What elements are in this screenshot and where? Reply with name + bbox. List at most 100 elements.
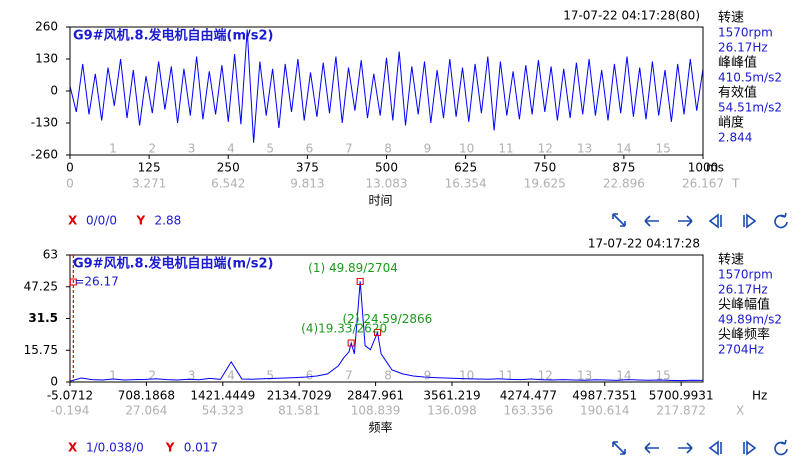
info-label: 峭度 [718,115,744,131]
info-value: 1570rpm [718,268,773,282]
right-button[interactable] [678,215,693,227]
x-tick-label: 1000 [688,161,719,175]
period-marker: 8 [384,369,392,383]
x2-tick-label: 22.896 [603,177,645,191]
y-tick-label: 15.75 [24,343,58,357]
plot-frame [69,26,704,156]
period-marker: 1 [109,369,117,383]
readout-x-value: 0/0/0 [86,214,117,228]
x2-tick-label: 3.271 [132,177,166,191]
info-value: 2704Hz [718,343,764,357]
y-tick-label: 0 [50,375,58,389]
cursor-label: =26.17 [74,275,118,289]
x2-unit: X [736,404,744,418]
period-marker: 3 [188,142,196,156]
y-tick-label: -130 [31,116,58,130]
info-value: 54.51m/s2 [718,101,782,115]
readout-y-name: Y [136,214,146,228]
toolbar-top [612,212,788,229]
info-value: 26.17Hz [718,41,768,55]
step-right-button[interactable] [743,440,757,456]
period-marker: 11 [498,369,513,383]
x2-tick-label: -0.194 [51,404,90,418]
info-label: 转速 [718,253,744,268]
zoom-button[interactable] [612,213,626,227]
y-tick-label: 130 [35,52,58,66]
toolbar-bottom [612,439,788,456]
period-marker: 5 [266,142,274,156]
info-value: 49.89m/s2 [718,313,782,327]
x2-tick-label: 27.064 [125,404,167,418]
info-value: 1570rpm [718,26,773,40]
x2-tick-label: 6.542 [211,177,245,191]
step-left-button[interactable] [708,213,722,229]
y-tick-label: 260 [35,20,58,34]
x-tick-label: 3561.219 [423,389,480,403]
peak-annotation: (1) 49.89/2704 [308,261,398,275]
info-label: 峰峰值 [718,55,757,71]
peak-marker [356,277,364,285]
x-tick-label: 708.1868 [118,389,175,403]
period-marker: 9 [424,142,432,156]
x-tick-label: 4274.477 [500,389,557,403]
readout-y-value: 0.017 [184,441,218,455]
timestamp: 17-07-22 04:17:28 [588,237,700,251]
readout-x-name: X [68,441,78,455]
x2-tick-label: 19.625 [524,177,566,191]
readout-x-name: X [68,214,78,228]
x2-tick-label: 108.839 [351,404,401,418]
x2-tick-label: 26.167 [682,177,724,191]
period-marker: 9 [424,369,432,383]
zoom-button[interactable] [612,441,626,455]
period-marker: 4 [227,369,235,383]
x2-tick-label: 9.813 [290,177,324,191]
info-label: 有效值 [718,85,757,101]
period-marker: 1 [109,142,117,156]
period-marker: 3 [188,369,196,383]
refresh-button[interactable] [774,439,788,456]
step-left-button[interactable] [708,440,722,456]
x-tick-label: 4987.7351 [572,389,637,403]
peak-annotation: (4)19.33/2620 [301,322,387,336]
period-marker: 10 [459,142,474,156]
chart-title: G9#风机.8.发电机自由端(m/s2) [73,28,274,44]
period-marker: 11 [498,142,513,156]
period-marker: 12 [538,142,553,156]
x2-unit: T [731,177,740,191]
x2-tick-label: 163.356 [504,404,554,418]
refresh-button[interactable] [774,212,788,229]
x-tick-label: 250 [217,161,240,175]
left-button[interactable] [644,215,659,227]
x2-tick-label: 217.872 [656,404,706,418]
x2-tick-label: 81.581 [278,404,320,418]
x2-tick-label: 13.083 [365,177,407,191]
period-marker: 6 [306,142,314,156]
y-tick-label: 47.25 [24,279,58,293]
x2-tick-label: 0 [66,177,74,191]
readout-y-value: 2.88 [155,214,182,228]
y-tick-label: 31.5 [28,311,58,325]
period-marker: 13 [577,142,592,156]
period-marker: 5 [266,369,274,383]
x-tick-label: 750 [533,161,556,175]
x-tick-label: 375 [296,161,319,175]
chart-title: G9#风机.8.发电机自由端(m/s2) [73,256,274,272]
x-tick-label: 500 [375,161,398,175]
period-marker: 10 [459,369,474,383]
timestamp: 17-07-22 04:17:28(80) [563,9,700,23]
step-right-button[interactable] [743,213,757,229]
y-tick-label: 63 [43,248,58,262]
readout-y-name: Y [165,441,175,455]
period-marker: 7 [345,369,353,383]
left-button[interactable] [644,442,659,454]
signal-line [69,29,704,143]
info-value: 410.5m/s2 [718,71,782,85]
x-tick-label: 125 [138,161,161,175]
right-button[interactable] [678,442,693,454]
period-marker: 12 [538,369,553,383]
x-tick-label: 2847.961 [347,389,404,403]
peak-annotation: (2) 24.59/2866 [343,312,433,326]
period-marker: 14 [616,142,631,156]
x-tick-label: -5.0712 [47,389,93,403]
